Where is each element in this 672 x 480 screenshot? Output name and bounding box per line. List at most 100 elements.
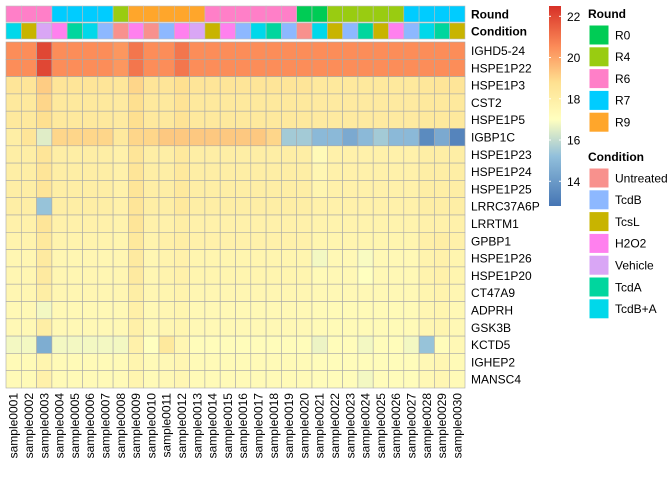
heatmap-cell <box>51 318 68 337</box>
heatmap-cell <box>235 353 252 371</box>
heatmap-cell <box>357 249 374 268</box>
heatmap-cell <box>281 110 297 129</box>
heatmap-cell <box>82 41 99 60</box>
round-annotation-cell <box>403 5 420 23</box>
heatmap-cell <box>36 370 53 389</box>
round-legend-title: Round <box>588 7 626 21</box>
heatmap-cell <box>5 110 22 129</box>
round-annotation-cell <box>112 5 129 23</box>
heatmap-cell <box>5 76 22 95</box>
heatmap-cell <box>235 283 252 302</box>
heatmap-cell <box>388 110 405 129</box>
round-annotation-cell <box>174 5 190 23</box>
heatmap-cell <box>250 318 267 337</box>
condition-annotation-cell <box>326 22 343 40</box>
heatmap-cell <box>372 301 389 320</box>
heatmap-cell <box>342 41 359 60</box>
heatmap-cell <box>372 110 389 129</box>
heatmap-cell <box>250 162 267 181</box>
heatmap-cell <box>434 197 450 216</box>
heatmap-cell <box>97 180 114 198</box>
heatmap-cell <box>97 76 114 95</box>
gene-label: IGHEP2 <box>471 355 515 369</box>
heatmap-cell <box>5 370 22 389</box>
condition-legend-label: H2O2 <box>615 237 647 251</box>
heatmap-cell <box>189 318 206 337</box>
heatmap-cell <box>5 232 22 250</box>
heatmap-cell <box>143 93 160 112</box>
condition-annotation-cell <box>372 22 389 40</box>
heatmap-cell <box>250 145 267 164</box>
heatmap-cell <box>204 93 221 112</box>
heatmap-cell <box>189 283 206 302</box>
heatmap-cell <box>296 180 313 198</box>
heatmap-cell <box>326 145 343 164</box>
condition-annotation-cell <box>357 22 374 40</box>
heatmap-cell <box>296 318 313 337</box>
gene-label: HSPE1P5 <box>471 113 525 127</box>
heatmap-cell <box>342 180 359 198</box>
round-annotation-label: Round <box>471 8 509 22</box>
heatmap-cell <box>281 93 297 112</box>
heatmap-cell <box>403 249 420 268</box>
heatmap-cell <box>418 145 435 164</box>
heatmap-cell <box>174 249 190 268</box>
sample-label: sample0029 <box>435 393 449 459</box>
heatmap-cell <box>158 110 175 129</box>
heatmap-cell <box>5 41 22 60</box>
heatmap-cell <box>219 162 236 181</box>
heatmap-cell <box>20 41 37 60</box>
heatmap-cell <box>449 335 466 354</box>
heatmap-cell <box>296 197 313 216</box>
heatmap-cell <box>112 232 129 250</box>
heatmap-cell <box>311 162 328 181</box>
heatmap-cell <box>51 370 68 389</box>
heatmap-cell <box>36 249 53 268</box>
heatmap-cell <box>36 266 53 285</box>
round-annotation-cell <box>418 5 435 23</box>
heatmap-cell <box>388 41 405 60</box>
heatmap-cell <box>128 197 144 216</box>
heatmap-cell <box>265 249 282 268</box>
heatmap-cell <box>265 93 282 112</box>
heatmap-cell <box>281 128 297 147</box>
heatmap-cell <box>418 162 435 181</box>
heatmap-cell <box>82 266 99 285</box>
heatmap-cell <box>250 41 267 60</box>
color-scale-tick-label: 22 <box>567 10 581 24</box>
heatmap-cell <box>403 318 420 337</box>
round-annotation-cell <box>219 5 236 23</box>
condition-annotation-cell <box>235 22 252 40</box>
heatmap-cell <box>143 232 160 250</box>
heatmap-cell <box>449 110 466 129</box>
heatmap-cell <box>112 197 129 216</box>
heatmap-cell <box>296 283 313 302</box>
heatmap-cell <box>342 110 359 129</box>
heatmap-cell <box>204 76 221 95</box>
heatmap-cell <box>219 283 236 302</box>
heatmap-cell <box>189 266 206 285</box>
heatmap-cell <box>235 232 252 250</box>
gene-label: HSPE1P26 <box>471 252 532 266</box>
sample-label: sample0014 <box>206 393 220 459</box>
heatmap-cell <box>128 128 144 147</box>
heatmap-cell <box>372 283 389 302</box>
heatmap-cell <box>388 335 405 354</box>
heatmap-cell <box>311 197 328 216</box>
heatmap-cell <box>143 370 160 389</box>
heatmap-cell <box>357 93 374 112</box>
heatmap-cell <box>342 145 359 164</box>
heatmap-cell <box>20 318 37 337</box>
heatmap-cell <box>219 76 236 95</box>
heatmap-cell <box>158 41 175 60</box>
heatmap-cell <box>342 301 359 320</box>
heatmap-cell <box>66 197 83 216</box>
heatmap-cell <box>97 162 114 181</box>
heatmap-cell <box>82 197 99 216</box>
heatmap-cell <box>51 353 68 371</box>
color-scale-legend: 14 16 18 20 22 <box>549 6 581 206</box>
round-annotation-cell <box>66 5 83 23</box>
heatmap-cell <box>388 249 405 268</box>
round-annotation-cell <box>51 5 68 23</box>
heatmap-cell <box>449 301 466 320</box>
